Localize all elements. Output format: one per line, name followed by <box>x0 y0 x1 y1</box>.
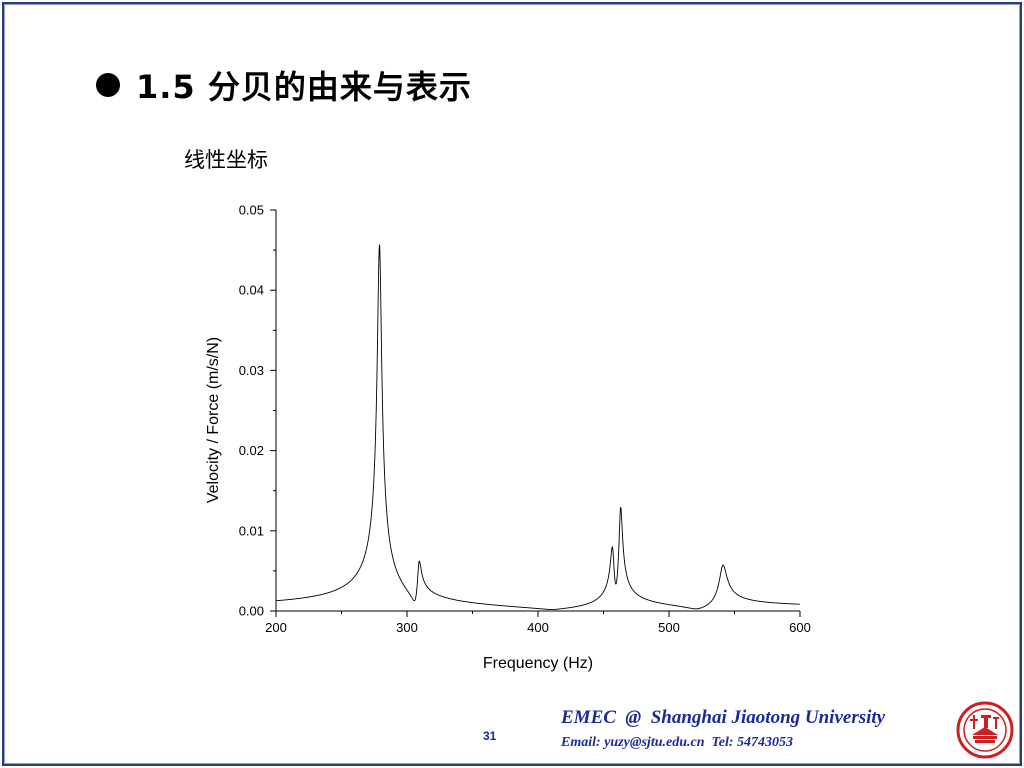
slide-frame-inner <box>4 4 1020 764</box>
y-tick-label: 0.03 <box>239 363 264 378</box>
y-axis-label: Velocity / Force (m/s/N) <box>205 337 222 503</box>
footer-contact: Email: yuzy@sjtu.edu.cn Tel: 54743053 <box>561 735 794 750</box>
x-tick-label: 500 <box>658 620 680 635</box>
frequency-response-chart: 200 300 400 500 6000.000.010.020.030.040.05 … <box>205 203 811 673</box>
bullet-dot-icon <box>96 73 120 97</box>
y-tick-label: 0.02 <box>239 443 264 458</box>
y-tick-label: 0.00 <box>239 604 264 619</box>
chart-ticks: 200 300 400 500 600 0.00 0.01 0.02 0.03 0.04 0.05 <box>239 203 811 636</box>
footer-brand: EMEC @ Shanghai Jiaotong University <box>561 707 886 728</box>
y-tick-label: 0.05 <box>239 203 264 218</box>
chart-axes <box>275 210 800 612</box>
x-tick-label: 400 <box>527 620 549 635</box>
chart-series-layer <box>275 244 800 611</box>
x-tick-label: 600 <box>789 620 811 635</box>
university-seal-icon <box>956 701 1014 759</box>
y-tick-label: 0.04 <box>239 283 264 298</box>
x-tick-label: 300 <box>396 620 418 635</box>
slide-title: 1.5 分贝的由来与表示 <box>136 68 472 106</box>
x-axis-label: Frequency (Hz) <box>483 655 593 672</box>
y-tick-label: 0.01 <box>239 523 264 538</box>
slide-title-row: 1.5 分贝的由来与表示 <box>96 62 472 108</box>
slide-subtitle: 线性坐标 <box>184 148 268 172</box>
series-line <box>275 244 800 611</box>
page-number: 31 <box>483 729 497 743</box>
x-tick-label: 200 <box>265 620 287 635</box>
